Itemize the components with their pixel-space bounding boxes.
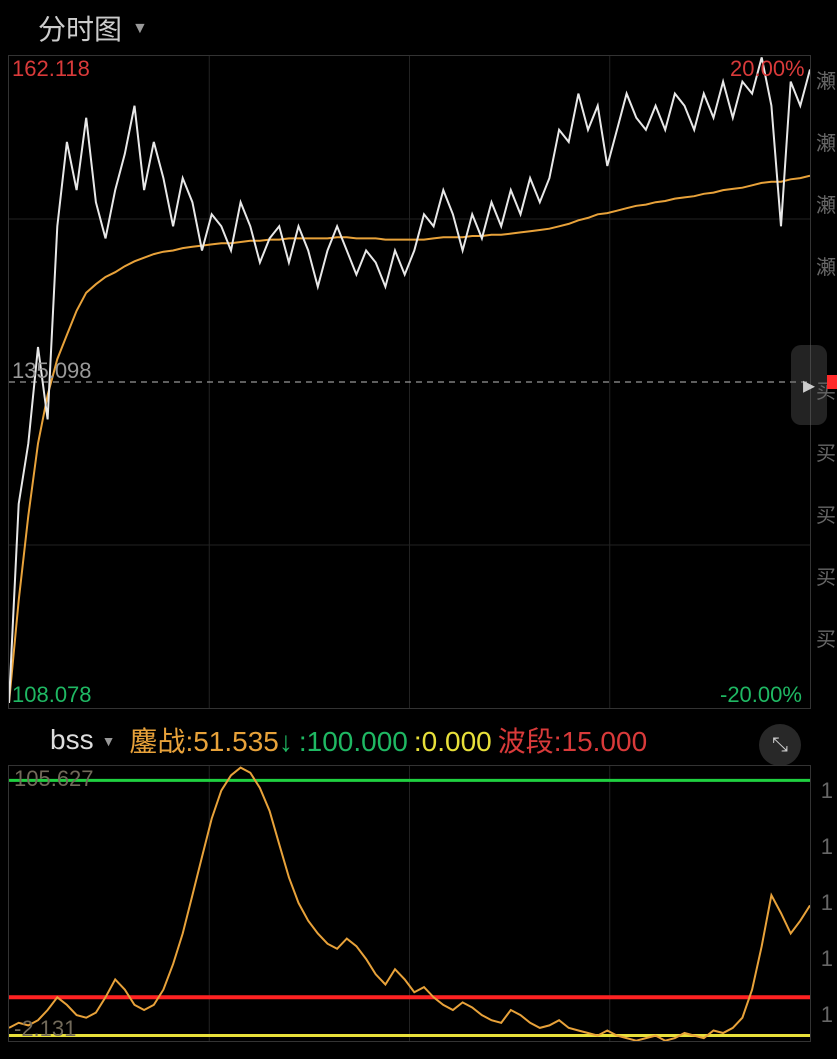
side-label: 瀬: [815, 234, 837, 296]
sub-right-marker: 1: [821, 834, 833, 860]
main-top-left-label: 162.118: [12, 56, 90, 82]
sub-indicator-chart[interactable]: [8, 765, 811, 1042]
side-label: 瀬: [815, 48, 837, 110]
indicator-segment: 鏖战:51.535: [129, 726, 278, 757]
sub-right-marker: 1: [821, 1002, 833, 1028]
chevron-down-icon[interactable]: ▼: [102, 733, 116, 749]
side-label: 瀬: [815, 172, 837, 234]
sub-top-label: 105.627: [14, 766, 94, 792]
indicator-segment: 波段:15.000: [498, 726, 647, 757]
expand-icon[interactable]: ⤡: [759, 724, 801, 766]
main-price-chart[interactable]: [8, 55, 811, 709]
side-label: 买: [815, 482, 837, 544]
chart-type-title[interactable]: 分时图: [38, 8, 122, 48]
sub-right-marker: 1: [821, 890, 833, 916]
sub-bottom-label: -2.131: [14, 1016, 76, 1042]
side-label: 买: [815, 420, 837, 482]
side-label: 瀬: [815, 110, 837, 172]
indicator-segment: :0.000: [414, 726, 492, 757]
indicator-name: bss: [50, 724, 94, 756]
main-top-right-label: 20.00%: [730, 56, 805, 82]
chart-nav-right-button[interactable]: ▸: [791, 345, 827, 425]
indicator-header[interactable]: bss ▼ 鏖战:51.535↓:100.000:0.000波段:15.000: [50, 720, 807, 760]
side-marker-red: [827, 375, 837, 389]
sub-right-marker: 1: [821, 778, 833, 804]
sub-chart-svg: [9, 766, 810, 1041]
main-mid-label: 135.098: [12, 358, 92, 384]
arrow-down-icon: ↓: [279, 726, 293, 757]
sub-right-marker: 1: [821, 946, 833, 972]
main-bottom-left-label: 108.078: [12, 682, 92, 708]
main-bottom-right-label: -20.00%: [720, 682, 802, 708]
indicator-segment: :100.000: [299, 726, 408, 757]
main-chart-svg: [9, 56, 810, 708]
side-label: 买: [815, 606, 837, 668]
chevron-down-icon[interactable]: ▼: [132, 20, 148, 38]
side-label: 买: [815, 544, 837, 606]
